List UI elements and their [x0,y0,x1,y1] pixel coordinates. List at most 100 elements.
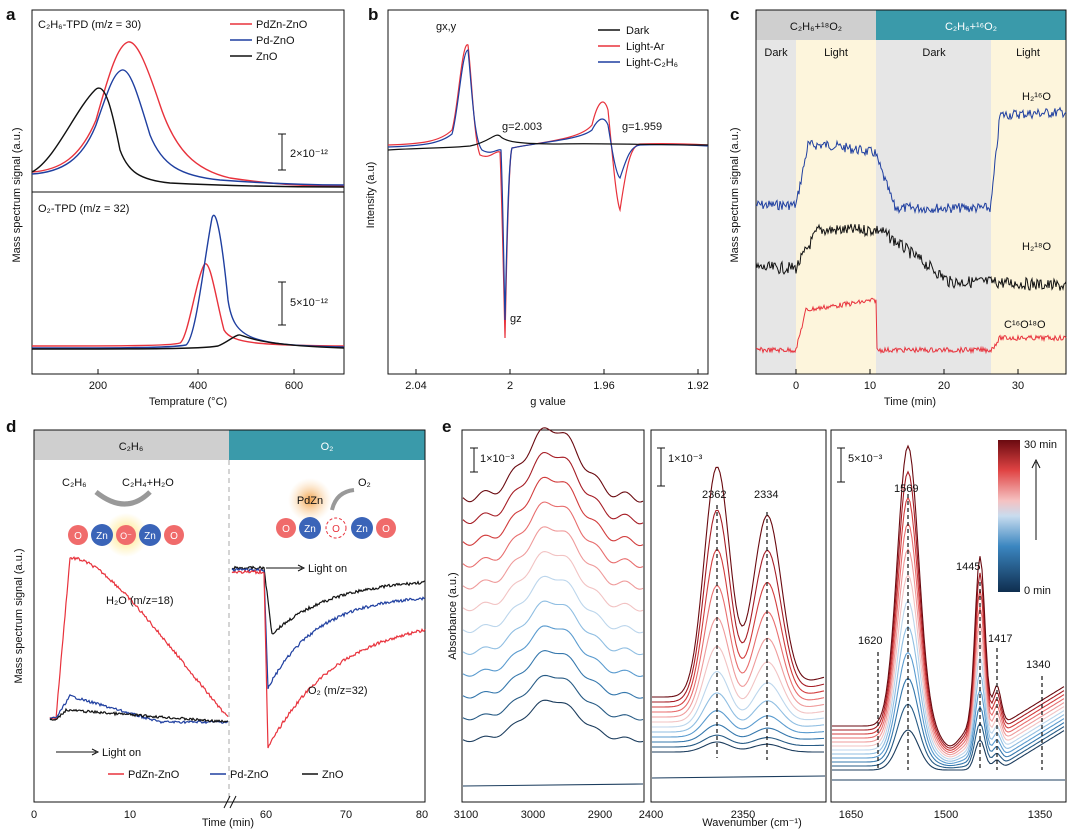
atom-o [376,518,396,538]
xtick-label: 400 [189,380,207,392]
panel-a-scale-top: 2×10⁻¹² [290,148,328,160]
spectrum-e3-curve [832,651,1065,764]
spectrum-e1-curve [462,600,644,656]
curve-b-dark [387,134,709,151]
curve-a-top-pdzn [31,41,345,187]
atom-label: O [332,524,340,535]
panel-d-ylabel: Mass spectrum signal (a.u.) [13,548,25,683]
panel-a-ylabel: Mass spectrum signal (a.u.) [11,127,23,262]
panel-a-scale-bar-bottom [278,281,286,326]
band-label-dark-2: Dark [922,47,946,59]
panel-letter-a: a [6,5,16,24]
peak-label-1417: 1417 [988,633,1012,645]
header-16o2 [876,10,1066,40]
scheme-left-arrow [94,490,152,507]
xtick-label: 2 [507,380,513,392]
band-label-dark-1: Dark [764,47,788,59]
spectrum-e3-curve [832,470,1065,749]
atom-zn [91,524,113,546]
label-o2: O₂ (m/z=32) [308,685,368,697]
curve-c-h216o [755,106,1067,215]
panel-d: d C₂H₆ O₂ Mass spectrum signal (a.u.) C₂… [6,417,428,829]
scheme-pdzn-label: PdZn [297,495,323,507]
spectrum-e2-curve [652,646,825,723]
xtick-label: 0 [793,380,799,392]
panel-a-xticks: 200 400 600 [89,369,303,392]
legend-label-light-c2h6: Light-C₂H₆ [626,57,678,69]
scheme-left-product: C₂H₄+H₂O [122,477,174,489]
xtick-label: 10 [864,380,876,392]
panel-e-xlabel: Wavenumber (cm⁻¹) [702,817,802,829]
arrowhead [297,564,306,572]
peak-label-1620: 1620 [858,635,882,647]
colorbar-top-label: 30 min [1024,439,1057,451]
xtick-label: 2900 [588,809,612,821]
xtick-label: 1650 [839,809,863,821]
panel-b-frame [387,9,709,375]
peak-label-2334: 2334 [754,489,778,501]
band-light-2 [991,40,1066,374]
legend-label-zno: ZnO [256,51,278,63]
peak-label-2362: 2362 [702,489,726,501]
atom-o [276,518,296,538]
curve-a-top-pd [31,69,345,186]
spectrum-e1-curve [462,575,644,634]
header-18o2 [756,10,876,40]
label-h218o: H₂¹⁸O [1022,241,1052,253]
header-c2h6 [34,430,229,460]
panel-e-xticks: 3100 3000 2900 2400 2350 1650 1500 1350 [454,809,1052,821]
xtick-label: 1.92 [687,380,708,392]
spectrum-e1-curve [462,501,644,568]
xtick-label: 20 [938,380,950,392]
xtick-label: 2350 [731,809,755,821]
atom-label: O⁻ [120,531,132,541]
pdzn-glow [288,478,332,522]
panel-c-xticks: 0 10 20 30 [793,369,1024,392]
spectrum-e2-curve [652,741,824,753]
spectrum-e1-curve [462,526,644,590]
curve-c-c16o18o [755,297,1067,355]
panel-e-curves [462,427,1065,787]
spectrum-e1-curve [462,625,644,677]
panel-e-ylabel: Absorbance (a.u.) [447,572,459,659]
spectrum-e1-curve [462,476,644,547]
colorbar-bottom-label: 0 min [1024,585,1051,597]
curve-b-light-ar [387,44,709,339]
curve-d-left-pdzn [49,556,229,720]
spectrum-e1-baseline [462,783,644,787]
curve-b-light-c2h6 [387,49,709,321]
header-o2 [229,430,425,460]
spectrum-e3-curve [832,729,1065,771]
spectrum-e3-curve [832,496,1065,751]
panel-b-xticks: 2.04 2 1.96 1.92 [405,369,709,392]
light-on-right: Light on [308,563,347,575]
spectrum-e2-curve [652,692,825,733]
spectrum-e2-curve [652,585,825,713]
panel-e-scale3: 5×10⁻³ [848,453,883,465]
scheme-right: PdZn O₂ O Zn O Zn O [276,477,396,539]
panel-a: a C₂H₆-TPD (m/z = 30) O₂-TPD (m/z = 32) … [6,5,345,408]
label-h216o: H₂¹⁶O [1022,91,1051,103]
scheme-right-reactant: O₂ [358,477,371,489]
header-c2h6-label: C₂H₆ [119,441,144,453]
spectrum-e1-curve [462,427,644,503]
curve-d-left-pd [49,694,229,725]
panel-a-top-title: C₂H₆-TPD (m/z = 30) [38,19,141,31]
panel-b-xlabel: g value [530,396,565,408]
curve-c-h218o [755,223,1067,291]
panel-d-legend: PdZn-ZnO Pd-ZnO ZnO [108,769,344,781]
spectrum-e3-curve [832,625,1065,762]
xtick-label: 3000 [521,809,545,821]
spectrum-e2-curve [652,734,825,748]
atom-o-minus [116,525,136,545]
atom-label: Zn [96,531,108,542]
xtick-label: 1350 [1028,809,1052,821]
scheme-left-reactant: C₂H₆ [62,477,87,489]
legend-label-pdzn: PdZn-ZnO [128,769,180,781]
panel-e-sub2-frame [650,429,827,803]
label-c16o18o: C¹⁶O¹⁸O [1004,319,1046,331]
header-18o2-label: C₂H₆+¹⁸O₂ [790,21,842,33]
scale-bar-e2 [657,447,665,487]
atom-zn [299,517,321,539]
